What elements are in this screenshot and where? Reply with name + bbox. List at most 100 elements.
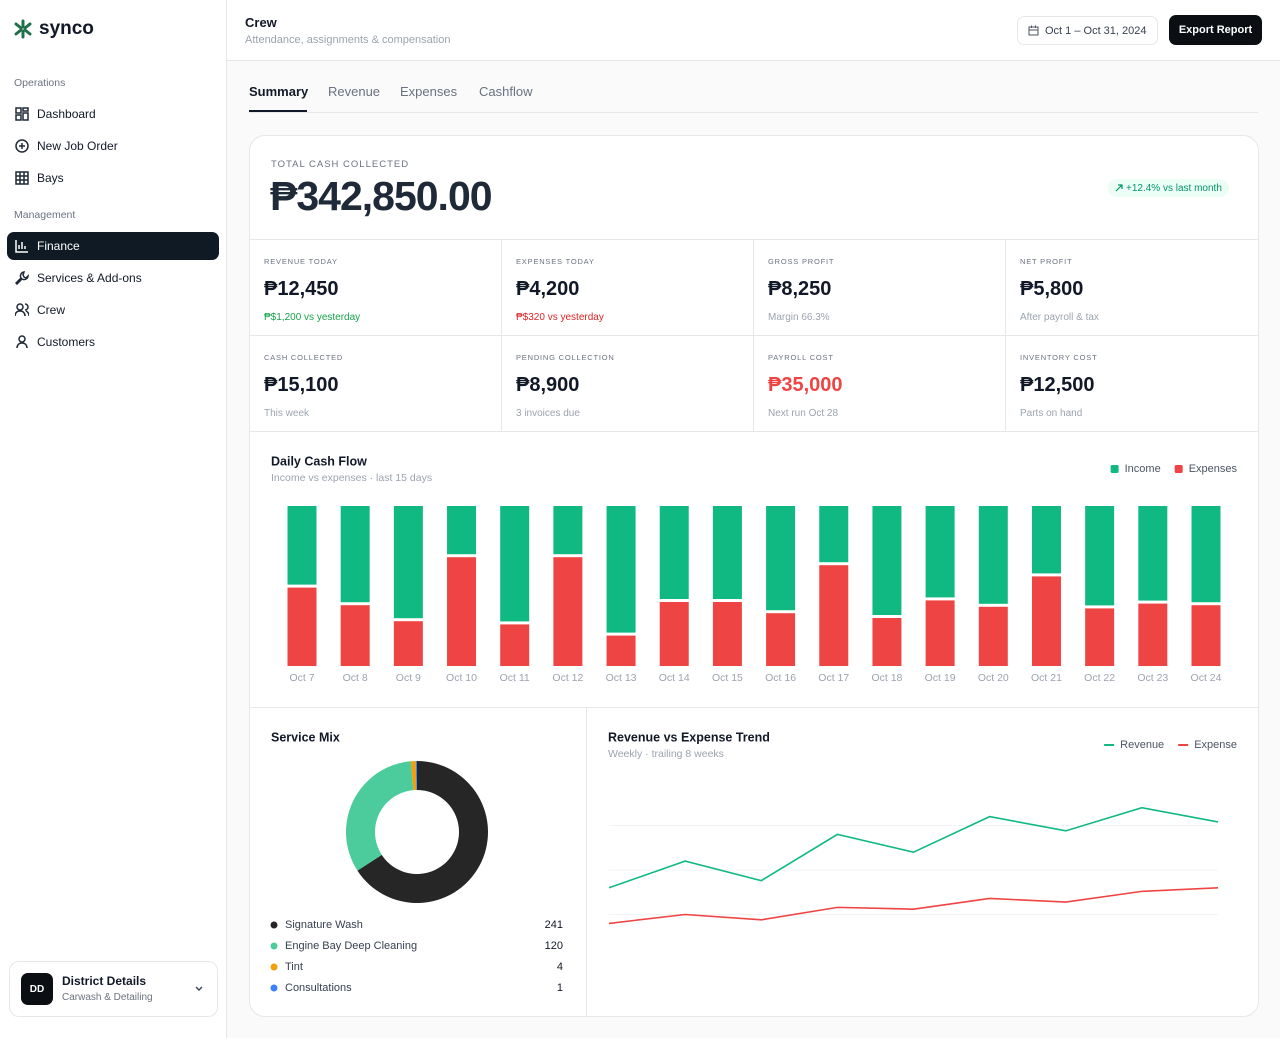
legend-value: 120 [545,940,563,952]
kpi-label: PENDING COLLECTION [516,353,615,362]
nav-label: Bays [37,171,64,185]
divider [586,708,587,1016]
tab[interactable]: Summary [249,84,309,99]
bar-segment [712,506,742,599]
account-subtitle: Carwash & Detailing [62,992,153,1003]
bar-segment [819,565,849,666]
account-card[interactable]: DD District Details Carwash & Detailing [9,961,218,1017]
x-tick-label: Oct 20 [978,672,1009,684]
legend-dot [270,942,278,950]
bar-segment [712,602,742,666]
x-tick-label: Oct 12 [552,672,583,684]
legend-swatch [1110,465,1119,473]
bar-segment [1138,506,1168,601]
kpi-note: 3 invoices due [516,408,580,419]
cash-flow-chart: Daily Cash Flow Income vs expenses · last… [271,454,1237,684]
legend-label: Signature Wash [285,919,363,931]
nav-label: Dashboard [37,107,96,121]
kpi-value: ₱8,250 [768,278,832,300]
bar-segment [1085,608,1115,666]
bar-segment [287,506,317,585]
trend-line [608,887,1219,925]
change-badge: +12.4% vs last month [1108,179,1229,197]
kpi-card: GROSS PROFIT ₱8,250 Margin 66.3% [754,240,1006,336]
divider [250,707,1258,708]
chart-subtitle: Weekly · trailing 8 weeks [608,748,724,760]
kpi-value: ₱12,500 [1020,374,1095,396]
x-tick-label: Oct 18 [871,672,902,684]
export-button[interactable]: Export Report [1169,15,1262,45]
bar-segment [1138,603,1168,666]
x-tick-label: Oct 19 [925,672,956,684]
bar-segment [872,506,902,615]
bar-segment [553,557,583,666]
legend-value: 241 [545,919,563,931]
tab[interactable]: Expenses [400,84,458,99]
kpi-value: ₱15,100 [264,374,339,396]
kpi-label: NET PROFIT [1020,257,1073,266]
x-tick-label: Oct 22 [1084,672,1115,684]
nav-label: Crew [37,303,66,317]
x-tick-label: Oct 24 [1191,672,1222,684]
change-text: +12.4% vs last month [1126,182,1222,194]
chevron [195,986,203,991]
kpi-note: ₱$1,200 vs yesterday [264,312,361,323]
bar-segment [1191,506,1221,603]
nav-label: New Job Order [37,139,118,153]
x-tick-label: Oct 14 [659,672,690,684]
total-label: TOTAL CASH COLLECTED [271,159,410,170]
bar-segment [766,613,796,666]
bar-segment [500,506,530,622]
bar-segment [393,621,423,666]
nav-item[interactable]: Customers [7,328,219,356]
kpi-label: EXPENSES TODAY [516,257,595,266]
nav-item[interactable]: Dashboard [7,100,219,128]
bar-segment [659,506,689,599]
nav-item[interactable]: Services & Add-ons [7,264,219,292]
bar-segment [1031,506,1061,574]
kpi-value: ₱4,200 [516,278,580,300]
chart-title: Revenue vs Expense Trend [608,730,770,744]
bar-segment [1191,605,1221,666]
kpi-note: After payroll & tax [1020,312,1099,323]
nav-item[interactable]: Crew [7,296,219,324]
bar-segment [447,557,477,666]
legend-dot [270,963,278,971]
bar-segment [925,600,955,666]
nav-item[interactable]: Bays [7,164,219,192]
kpi-label: CASH COLLECTED [264,353,344,362]
tab[interactable]: Cashflow [479,84,533,99]
kpi-label: REVENUE TODAY [264,257,338,266]
x-tick-label: Oct 23 [1137,672,1168,684]
kpi-label: PAYROLL COST [768,353,834,362]
donut-segment [410,761,417,791]
legend-label: Income [1125,463,1161,475]
nav-label: Services & Add-ons [37,271,142,285]
bar-segment [340,506,370,603]
date-picker[interactable]: Oct 1 – Oct 31, 2024 [1017,16,1158,45]
kpi-value: ₱8,900 [516,374,580,396]
kpi-card: INVENTORY COST ₱12,500 Parts on hand [1006,336,1258,432]
kpi-note: ₱$320 vs yesterday [516,312,604,323]
bar-segment [287,587,317,666]
page-title: Crew [245,15,277,30]
logo: synco [13,18,94,40]
header: Crew Attendance, assignments & compensat… [227,0,1280,61]
kpi-card: PAYROLL COST ₱35,000 Next run Oct 28 [754,336,1006,432]
tab[interactable]: Revenue [328,84,381,99]
total-value: ₱342,850.00 [270,173,493,219]
legend-swatch [1174,465,1183,473]
bar-segment [978,606,1008,666]
divider [250,239,1258,240]
kpi-value: ₱35,000 [768,374,843,396]
nav-item[interactable]: Finance [7,232,219,260]
nav-item[interactable]: New Job Order [7,132,219,160]
bar-segment [872,618,902,666]
bar-segment [925,506,955,598]
tab-underline [249,110,307,112]
x-tick-label: Oct 13 [606,672,637,684]
service-mix-chart: Service Mix Signature Wash 241 Engine Bay D… [270,730,563,994]
section-title: Management [14,209,76,221]
kpi-card: REVENUE TODAY ₱12,450 ₱$1,200 vs yesterday [250,240,502,336]
